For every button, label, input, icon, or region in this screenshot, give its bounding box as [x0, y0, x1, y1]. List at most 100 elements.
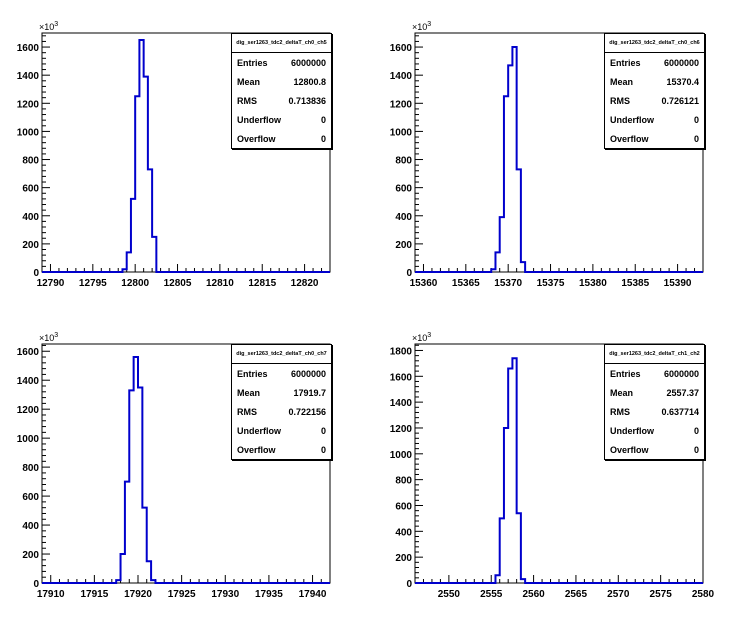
x-tick-label: 12815 [248, 278, 276, 289]
x-tick-label: 15380 [579, 278, 607, 289]
stats-box-ch0-ch5: dig_ser1263_tdc2_deltaT_ch0_ch5 Entries 6… [231, 33, 332, 149]
x-tick-label: 2550 [438, 589, 461, 600]
y-tick-label: 800 [22, 156, 39, 167]
x-tick-label: 15390 [664, 278, 692, 289]
y-tick-label: 1000 [17, 127, 40, 138]
stats-title: dig_ser1263_tdc2_deltaT_ch1_ch2 [605, 345, 704, 364]
y-multiplier-label: ×103 [39, 21, 58, 32]
x-tick-label: 12800 [121, 278, 149, 289]
x-tick-label: 2570 [607, 589, 630, 600]
stats-value-mean: 17919.7 [293, 387, 326, 398]
y-tick-label: 800 [395, 476, 412, 487]
x-tick-label: 12795 [79, 278, 107, 289]
y-tick-label: 200 [395, 553, 412, 564]
y-tick-label: 1600 [17, 43, 40, 54]
stats-value-mean: 2557.37 [666, 387, 699, 398]
y-tick-label: 0 [33, 579, 39, 590]
y-tick-label: 1200 [17, 99, 40, 110]
y-tick-label: 600 [395, 501, 412, 512]
stats-label-entries: Entries [610, 57, 641, 68]
y-tick-label: 1200 [17, 405, 40, 416]
x-tick-label: 2565 [565, 589, 588, 600]
x-tick-label: 2555 [480, 589, 503, 600]
y-tick-label: 1200 [390, 99, 413, 110]
stats-value-rms: 0.713836 [288, 95, 326, 106]
stats-label-rms: RMS [610, 95, 630, 106]
x-tick-label: 17925 [168, 589, 196, 600]
y-tick-label: 800 [395, 156, 412, 167]
stats-value-rms: 0.726121 [661, 95, 699, 106]
stats-label-overflow: Overflow [237, 444, 276, 455]
stats-value-rms: 0.722156 [288, 406, 326, 417]
y-tick-label: 1000 [390, 127, 413, 138]
y-tick-label: 800 [22, 463, 39, 474]
stats-value-overflow: 0 [693, 444, 699, 455]
x-tick-label: 15385 [621, 278, 649, 289]
stats-value-overflow: 0 [693, 133, 699, 144]
histogram-outline [42, 356, 330, 584]
y-tick-label: 200 [22, 550, 39, 561]
y-tick-label: 0 [406, 579, 412, 590]
y-tick-label: 1400 [17, 376, 40, 387]
x-tick-label: 12820 [291, 278, 319, 289]
y-tick-label: 1000 [17, 434, 40, 445]
x-tick-label: 17920 [124, 589, 152, 600]
stats-value-underflow: 0 [320, 114, 326, 125]
stats-value-mean: 15370.4 [666, 76, 699, 87]
x-tick-label: 15360 [410, 278, 438, 289]
y-tick-label: 600 [395, 184, 412, 195]
y-tick-label: 200 [395, 240, 412, 251]
stats-value-underflow: 0 [693, 114, 699, 125]
stats-value-underflow: 0 [320, 425, 326, 436]
stats-label-entries: Entries [237, 57, 268, 68]
stats-label-overflow: Overflow [610, 444, 649, 455]
y-tick-label: 200 [22, 240, 39, 251]
stats-value-underflow: 0 [693, 425, 699, 436]
y-multiplier-label: ×103 [412, 332, 431, 343]
x-tick-label: 17940 [299, 589, 327, 600]
stats-box-ch0-ch7: dig_ser1263_tdc2_deltaT_ch0_ch7 Entries 6… [231, 344, 332, 460]
stats-value-overflow: 0 [320, 444, 326, 455]
histogram-outline [415, 357, 703, 584]
stats-label-rms: RMS [237, 406, 257, 417]
y-tick-label: 1800 [390, 346, 413, 357]
stats-label-mean: Mean [610, 76, 634, 87]
y-tick-label: 0 [406, 268, 412, 279]
x-tick-label: 15370 [494, 278, 522, 289]
y-tick-label: 600 [22, 184, 39, 195]
y-tick-label: 400 [395, 527, 412, 538]
x-tick-label: 15365 [452, 278, 480, 289]
stats-title: dig_ser1263_tdc2_deltaT_ch0_ch6 [605, 34, 704, 53]
y-tick-label: 400 [395, 212, 412, 223]
stats-label-overflow: Overflow [610, 133, 649, 144]
y-tick-label: 1600 [390, 372, 413, 383]
stats-label-entries: Entries [610, 368, 641, 379]
stats-label-underflow: Underflow [237, 425, 281, 436]
stats-label-mean: Mean [237, 387, 261, 398]
stats-label-rms: RMS [237, 95, 257, 106]
y-tick-label: 600 [22, 492, 39, 503]
y-tick-label: 1400 [390, 398, 413, 409]
x-tick-label: 2575 [650, 589, 673, 600]
stats-label-mean: Mean [237, 76, 261, 87]
stats-box-ch0-ch6: dig_ser1263_tdc2_deltaT_ch0_ch6 Entries 6… [604, 33, 705, 149]
x-tick-label: 12805 [164, 278, 192, 289]
x-tick-label: 17910 [37, 589, 65, 600]
y-tick-label: 1200 [390, 424, 413, 435]
y-multiplier-label: ×103 [412, 21, 431, 32]
x-tick-label: 17915 [80, 589, 108, 600]
stats-value-entries: 6000000 [663, 368, 699, 379]
stats-label-underflow: Underflow [237, 114, 281, 125]
stats-label-underflow: Underflow [610, 114, 654, 125]
stats-value-entries: 6000000 [290, 57, 326, 68]
y-tick-label: 400 [22, 212, 39, 223]
x-tick-label: 2560 [522, 589, 545, 600]
histogram-outline [415, 46, 703, 273]
x-tick-label: 2580 [692, 589, 715, 600]
stats-value-overflow: 0 [320, 133, 326, 144]
y-tick-label: 1400 [390, 71, 413, 82]
y-tick-label: 1400 [17, 71, 40, 82]
y-multiplier-label: ×103 [39, 332, 58, 343]
stats-label-entries: Entries [237, 368, 268, 379]
